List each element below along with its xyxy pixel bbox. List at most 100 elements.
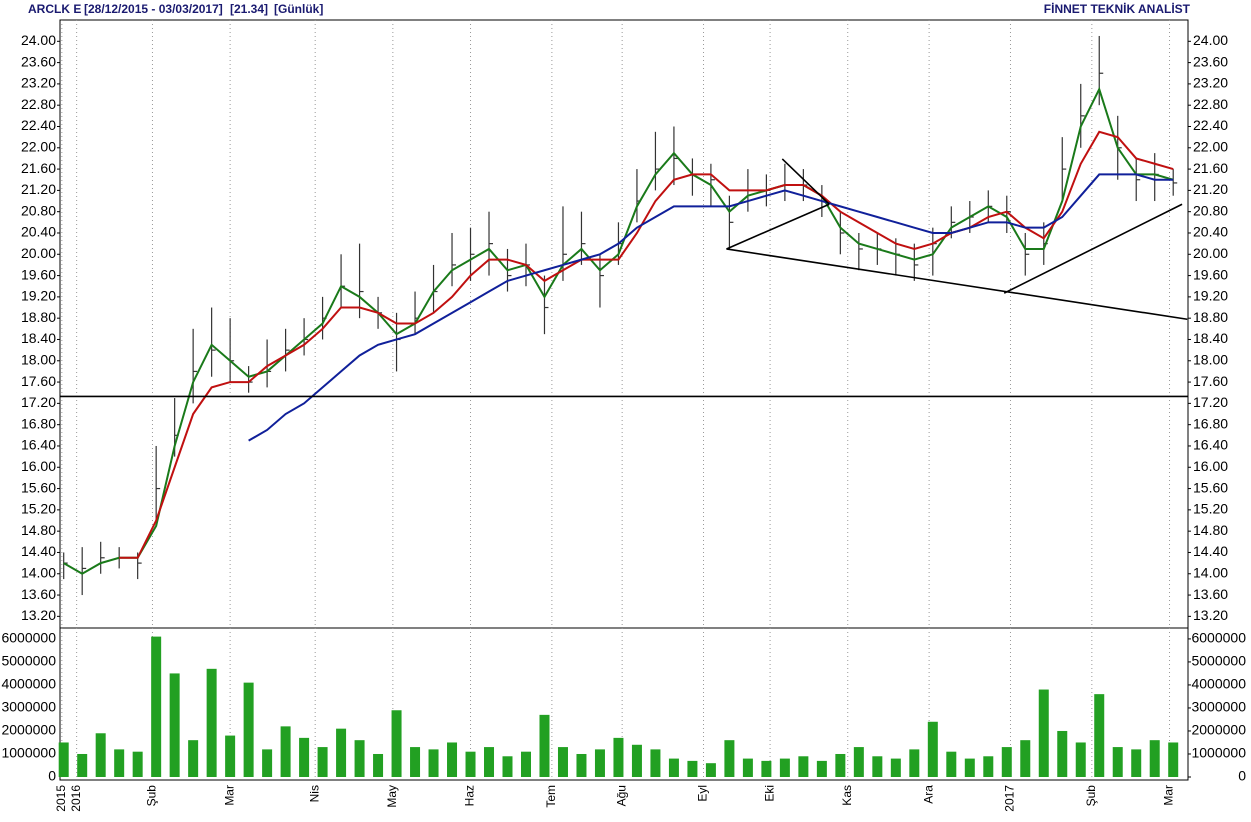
volume-bar <box>354 740 365 777</box>
volume-bar <box>243 682 254 777</box>
y2-tick-label: 18.40 <box>1193 330 1228 346</box>
trendline <box>726 203 830 250</box>
y2-tick-label: 16.00 <box>1193 458 1228 474</box>
y2-tick-label: 16.80 <box>1193 415 1228 431</box>
volume-tick-label: 5000000 <box>1191 653 1246 669</box>
moving-average <box>119 130 1174 559</box>
volume-bar <box>410 747 421 777</box>
volume-tick-label: 3000000 <box>1 699 56 715</box>
y-tick-label: 14.80 <box>21 522 56 538</box>
volume-bar <box>835 753 846 777</box>
y2-tick-label: 14.80 <box>1193 522 1228 538</box>
volume-tick-label: 6000000 <box>1191 630 1246 646</box>
volume-bar <box>299 737 310 777</box>
y-tick-label: 13.20 <box>21 607 56 623</box>
volume-tick-label: 4000000 <box>1191 676 1246 692</box>
x-tick-label: 2017 <box>1003 785 1017 812</box>
x-tick-label: Ağu <box>614 785 628 806</box>
x-tick-label: Şub <box>145 785 159 807</box>
y2-tick-label: 20.80 <box>1193 202 1228 218</box>
volume-bar <box>447 742 458 777</box>
volume-bar <box>1057 730 1068 777</box>
y2-tick-label: 21.20 <box>1193 181 1228 197</box>
volume-bar <box>317 747 328 777</box>
x-tick-label: Ara <box>921 785 935 804</box>
y2-tick-label: 22.40 <box>1193 117 1228 133</box>
y-tick-label: 19.20 <box>21 288 56 304</box>
volume-bar <box>1168 742 1179 777</box>
y2-tick-label: 17.20 <box>1193 394 1228 410</box>
symbol: ARCLK E <box>28 2 81 16</box>
x-tick-label: Şub <box>1084 785 1098 807</box>
volume-bar <box>391 710 402 777</box>
y-tick-label: 16.80 <box>21 415 56 431</box>
volume-bar <box>58 742 69 777</box>
y2-tick-label: 23.20 <box>1193 75 1228 91</box>
y2-tick-label: 19.60 <box>1193 266 1228 282</box>
volume-bar <box>336 728 347 777</box>
volume-tick-label: 5000000 <box>1 653 56 669</box>
volume-bar <box>983 756 994 777</box>
volume-bar <box>816 760 827 777</box>
volume-bar <box>761 760 772 777</box>
volume-bar <box>1020 740 1031 777</box>
volume-bar <box>1112 747 1123 777</box>
volume-bar <box>169 673 180 777</box>
y-tick-label: 18.80 <box>21 309 56 325</box>
y2-tick-label: 15.20 <box>1193 501 1228 517</box>
volume-bar <box>188 740 199 777</box>
volume-bar <box>946 751 957 777</box>
volume-bar <box>77 753 88 777</box>
y-tick-label: 14.00 <box>21 564 56 580</box>
volume-bar <box>742 758 753 777</box>
x-tick-label: Eyl <box>696 785 710 802</box>
brand: FİNNET TEKNİK ANALİST <box>1044 1 1191 16</box>
volume-bar <box>724 740 735 777</box>
x-tick-label: Mar <box>1162 785 1176 806</box>
y-tick-label: 17.60 <box>21 373 56 389</box>
y-tick-label: 13.60 <box>21 586 56 602</box>
volume-bar <box>890 758 901 777</box>
volume-bar <box>484 747 495 777</box>
volume-bar <box>872 756 883 777</box>
moving-average <box>63 86 1174 575</box>
volume-bar <box>206 668 217 777</box>
y2-tick-label: 14.00 <box>1193 564 1228 580</box>
last-price: [21.34] <box>230 2 268 16</box>
volume-bar <box>520 751 531 777</box>
volume-bar <box>631 744 642 777</box>
volume-bar <box>779 758 790 777</box>
y2-tick-label: 17.60 <box>1193 373 1228 389</box>
volume-tick-label: 4000000 <box>1 676 56 692</box>
y-tick-label: 20.80 <box>21 202 56 218</box>
y-tick-label: 16.00 <box>21 458 56 474</box>
y-tick-label: 19.60 <box>21 266 56 282</box>
y-tick-label: 18.00 <box>21 351 56 367</box>
volume-bar <box>909 749 920 777</box>
y-tick-label: 22.80 <box>21 96 56 112</box>
volume-bar <box>225 735 236 777</box>
y-tick-label: 23.60 <box>21 53 56 69</box>
x-tick-label: Haz <box>463 785 477 806</box>
volume-bar <box>668 758 679 777</box>
volume-bar <box>613 737 624 777</box>
y2-tick-label: 13.60 <box>1193 586 1228 602</box>
volume-bar <box>1001 747 1012 777</box>
volume-tick-label: 0 <box>48 768 56 784</box>
volume-bar <box>1149 740 1160 777</box>
y2-tick-label: 22.80 <box>1193 96 1228 112</box>
x-tick-label: Eki <box>762 785 776 802</box>
y-tick-label: 15.60 <box>21 479 56 495</box>
volume-bar <box>853 747 864 777</box>
x-tick-label: Tem <box>544 785 558 808</box>
volume-bar <box>964 758 975 777</box>
y-tick-label: 21.20 <box>21 181 56 197</box>
x-tick-label: May <box>385 785 399 808</box>
volume-bar <box>151 636 162 777</box>
volume-bar <box>687 760 698 777</box>
volume-bar <box>1094 694 1105 777</box>
x-tick-label: Nis <box>307 785 321 802</box>
y-tick-label: 22.40 <box>21 117 56 133</box>
x-tick-label: Mar <box>222 785 236 806</box>
